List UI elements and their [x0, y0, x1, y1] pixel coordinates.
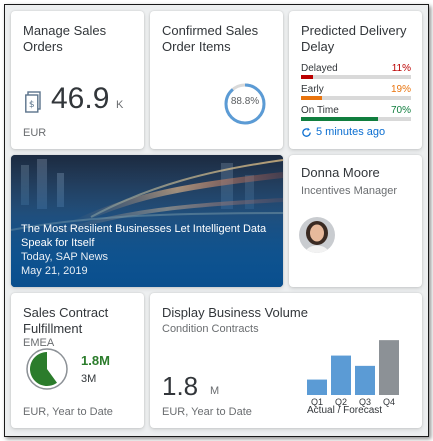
- avatar: [299, 217, 335, 253]
- tile-title: Confirmed Sales Order Items: [162, 23, 259, 54]
- tile-subtitle: Condition Contracts: [162, 323, 259, 335]
- kpi-value: 46.9: [51, 82, 110, 115]
- row-label: On Time: [301, 105, 339, 116]
- refresh-label: 5 minutes ago: [316, 126, 386, 138]
- news-source: Today, SAP News: [21, 251, 109, 263]
- row-value: 19%: [390, 84, 411, 95]
- row-bar-track: [301, 117, 411, 121]
- bar-q2: [331, 355, 351, 395]
- profile-role: Incentives Manager: [301, 185, 397, 197]
- document-currency-icon: $: [25, 91, 41, 113]
- row-value: 70%: [390, 105, 411, 116]
- refresh-status[interactable]: 5 minutes ago: [301, 126, 385, 138]
- progress-ring: [224, 83, 266, 125]
- business-volume-bar-chart: Q1 Q2 Q3 Q4: [307, 340, 399, 407]
- row-bar-fill: [301, 96, 322, 100]
- tile-subtitle: EMEA: [23, 337, 55, 349]
- tick-label-q3: Q3: [359, 397, 371, 407]
- fulfillment-actual: 1.8M: [81, 353, 110, 368]
- fulfillment-target: 3M: [81, 373, 97, 385]
- row-value: 11%: [391, 63, 411, 74]
- kpi-unit: M: [210, 385, 220, 397]
- tick-label-q4: Q4: [383, 397, 395, 407]
- profile-tile[interactable]: Donna Moore Incentives Manager: [289, 155, 422, 287]
- kpi-value: 1.8: [162, 371, 199, 401]
- row-label: Early: [301, 84, 324, 95]
- profile-name: Donna Moore: [301, 165, 380, 180]
- tile-title: Display Business Volume: [162, 305, 308, 320]
- tile-footer: EUR: [23, 127, 47, 139]
- tile-title: Manage Sales Orders: [23, 23, 107, 54]
- chart-legend: Actual / Forecast: [307, 405, 383, 416]
- svg-text:$: $: [29, 100, 35, 110]
- tile-title: Predicted Delivery Delay: [301, 23, 407, 54]
- tile-title: Sales Contract Fulfillment: [23, 305, 109, 336]
- tile-footer: EUR, Year to Date: [162, 406, 252, 418]
- row-bar-track: [301, 75, 411, 79]
- news-headline: The Most Resilient Businesses Let Intell…: [21, 223, 267, 249]
- fulfillment-pie-chart: [26, 348, 68, 390]
- bar-q1: [307, 379, 327, 395]
- row-label: Delayed: [301, 63, 338, 74]
- tile-footer: EUR, Year to Date: [23, 406, 113, 418]
- news-content: The Most Resilient Businesses Let Intell…: [21, 222, 276, 278]
- news-background-image: [11, 155, 283, 287]
- row-bar-fill: [301, 117, 378, 121]
- tick-label-q2: Q2: [335, 397, 347, 407]
- sales-contract-fulfillment-tile[interactable]: Sales Contract Fulfillment EMEA 1.8M 3M …: [11, 293, 144, 428]
- display-business-volume-tile[interactable]: Display Business Volume Condition Contra…: [150, 293, 422, 428]
- manage-sales-orders-tile[interactable]: Manage Sales Orders $ 46.9 K EUR: [11, 11, 144, 149]
- row-bar-fill: [301, 75, 314, 79]
- bar-q3: [355, 365, 375, 395]
- confirmed-sales-order-items-tile[interactable]: Confirmed Sales Order Items 88.8%: [150, 11, 283, 149]
- bar-q4: [379, 340, 399, 395]
- predicted-delivery-delay-tile[interactable]: Predicted Delivery Delay Delayed 11% Ear…: [289, 11, 422, 149]
- launchpad-frame: Manage Sales Orders $ 46.9 K EUR Confirm…: [4, 4, 429, 437]
- news-tile[interactable]: The Most Resilient Businesses Let Intell…: [11, 155, 283, 287]
- kpi-unit: K: [116, 99, 124, 111]
- tick-label-q1: Q1: [311, 397, 323, 407]
- row-bar-track: [301, 96, 411, 100]
- refresh-icon: [302, 127, 311, 137]
- progress-ring-label: 88.8%: [230, 96, 260, 107]
- news-date: May 21, 2019: [21, 265, 88, 277]
